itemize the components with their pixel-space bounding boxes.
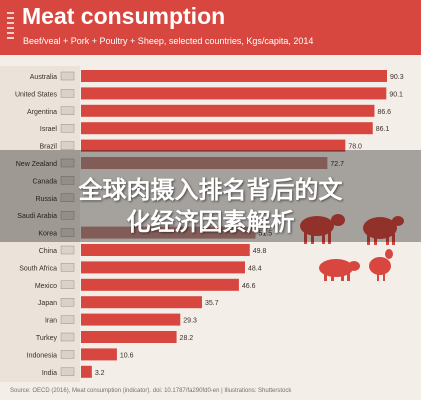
bar (81, 261, 246, 274)
category-label: Russia (36, 196, 58, 203)
bar (81, 87, 387, 100)
bar-row-iran: Iran 29.3 (45, 313, 197, 326)
flag-icon (60, 193, 75, 203)
data-label: 46.6 (242, 283, 256, 290)
category-label: Mexico (35, 283, 57, 290)
category-label: China (39, 248, 57, 255)
bar-row-israel: Israel 86.1 (40, 122, 390, 135)
category-label: Canada (32, 178, 57, 185)
flag-icon (60, 124, 75, 133)
bar (81, 331, 177, 343)
flag-icon (60, 245, 75, 255)
bar-row-turkey: Turkey 28.2 (36, 331, 193, 343)
bar (81, 348, 117, 361)
data-label: 86.1 (376, 126, 390, 133)
label-column-bg (0, 66, 80, 382)
bar-row-australia: Australia 90.3 (30, 70, 404, 82)
bar-row-south-africa: South Africa 48.4 (19, 261, 262, 274)
data-label: 3.2 (95, 370, 105, 377)
bar-row-china: China 49.8 (39, 244, 267, 256)
bar (81, 139, 346, 152)
flag-icon (60, 263, 75, 272)
flag-icon (60, 228, 75, 237)
bar-row-argentina: Argentina 86.6 (27, 104, 391, 117)
flag-icon (60, 158, 75, 168)
data-label: 35.7 (205, 300, 219, 307)
category-label: Iran (45, 318, 57, 325)
flag-icon (60, 332, 75, 342)
data-label: 86.6 (377, 109, 391, 116)
bar (81, 226, 256, 239)
bars-icon (7, 12, 14, 42)
bar (81, 278, 239, 291)
bar-row-japan: Japan 35.7 (38, 296, 219, 309)
bar-row-canada: Canada (32, 176, 75, 185)
data-label: 48.4 (248, 265, 262, 272)
data-label: 72.7 (330, 161, 344, 168)
bar (81, 104, 375, 117)
flag-icon (60, 210, 75, 220)
bar-row-brazil: Brazil 78.0 (39, 139, 362, 152)
bar (81, 157, 328, 169)
bar-chart: Australia 90.3 United States 90.1 Argentina 8… (0, 66, 404, 382)
category-label: Saudi Arabia (17, 213, 57, 220)
headline-line-1: 全球肉摄入排名背后的文 (78, 176, 343, 204)
chart-title: Meat consumption (22, 3, 226, 29)
chicken-icon (369, 249, 393, 281)
data-label: 29.3 (183, 318, 197, 325)
category-label: Argentina (27, 109, 57, 116)
category-label: Brazil (39, 144, 57, 151)
flag-icon (60, 315, 75, 324)
category-label: United States (15, 91, 58, 98)
flag-icon (60, 176, 75, 185)
bar-row-india: India 3.2 (42, 365, 105, 378)
bar (81, 70, 387, 82)
chart-subtitle: Beef/veal + Pork + Poultry + Sheep, sele… (23, 36, 314, 46)
flag-icon (60, 71, 75, 81)
bar-row-russia: Russia (36, 193, 75, 203)
data-label: 90.1 (389, 91, 403, 98)
category-label: Australia (30, 74, 57, 81)
sheep-icon (363, 216, 404, 245)
source-note: Source: OECD (2016), Meat consumption (i… (10, 388, 292, 394)
category-label: South Africa (19, 265, 57, 272)
bar-row-mexico: Mexico 46.6 (35, 278, 256, 291)
flag-icon (60, 106, 75, 115)
flag-icon (60, 141, 75, 150)
bar-row-indonesia: Indonesia 10.6 (27, 348, 134, 361)
data-label: 10.6 (120, 352, 134, 359)
category-label: Japan (38, 300, 57, 307)
bar (81, 296, 202, 309)
category-label: Indonesia (27, 352, 57, 359)
bar (81, 313, 181, 326)
flag-icon (60, 367, 75, 376)
pig-icon (319, 259, 360, 281)
category-label: Turkey (36, 335, 58, 342)
data-label: 51.5 (259, 231, 273, 238)
headline-overlay: 全球肉摄入排名背后的文 化经济因素解析 (0, 150, 421, 242)
flag-icon (60, 280, 75, 290)
category-label: India (42, 370, 57, 377)
data-label: 49.8 (253, 248, 267, 255)
bar-row-saudi-arabia: Saudi Arabia (17, 210, 75, 220)
flag-icon (60, 350, 75, 359)
bar-row-united-states: United States 90.1 (15, 87, 403, 100)
bar-row-new-zealand: New Zealand 72.7 (16, 157, 344, 169)
data-label: 28.2 (180, 335, 194, 342)
bar (81, 365, 92, 378)
flag-icon (60, 297, 75, 307)
bar (81, 244, 250, 256)
chart-header: Meat consumption Beef/veal + Pork + Poul… (0, 0, 421, 55)
headline-line-2: 化经济因素解析 (126, 208, 295, 236)
bar (81, 122, 373, 135)
data-label: 78.0 (348, 144, 362, 151)
category-label: New Zealand (16, 161, 57, 168)
cow-icon (300, 214, 345, 244)
category-label: Korea (38, 231, 57, 238)
category-label: Israel (40, 126, 58, 133)
bar-row-korea: Korea 51.5 (38, 226, 273, 239)
flag-icon (60, 89, 75, 98)
data-label: 90.3 (390, 74, 404, 81)
